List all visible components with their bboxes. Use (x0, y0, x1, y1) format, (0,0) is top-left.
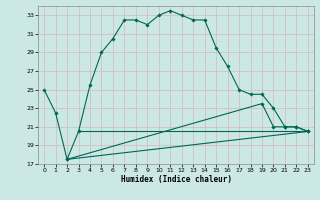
X-axis label: Humidex (Indice chaleur): Humidex (Indice chaleur) (121, 175, 231, 184)
